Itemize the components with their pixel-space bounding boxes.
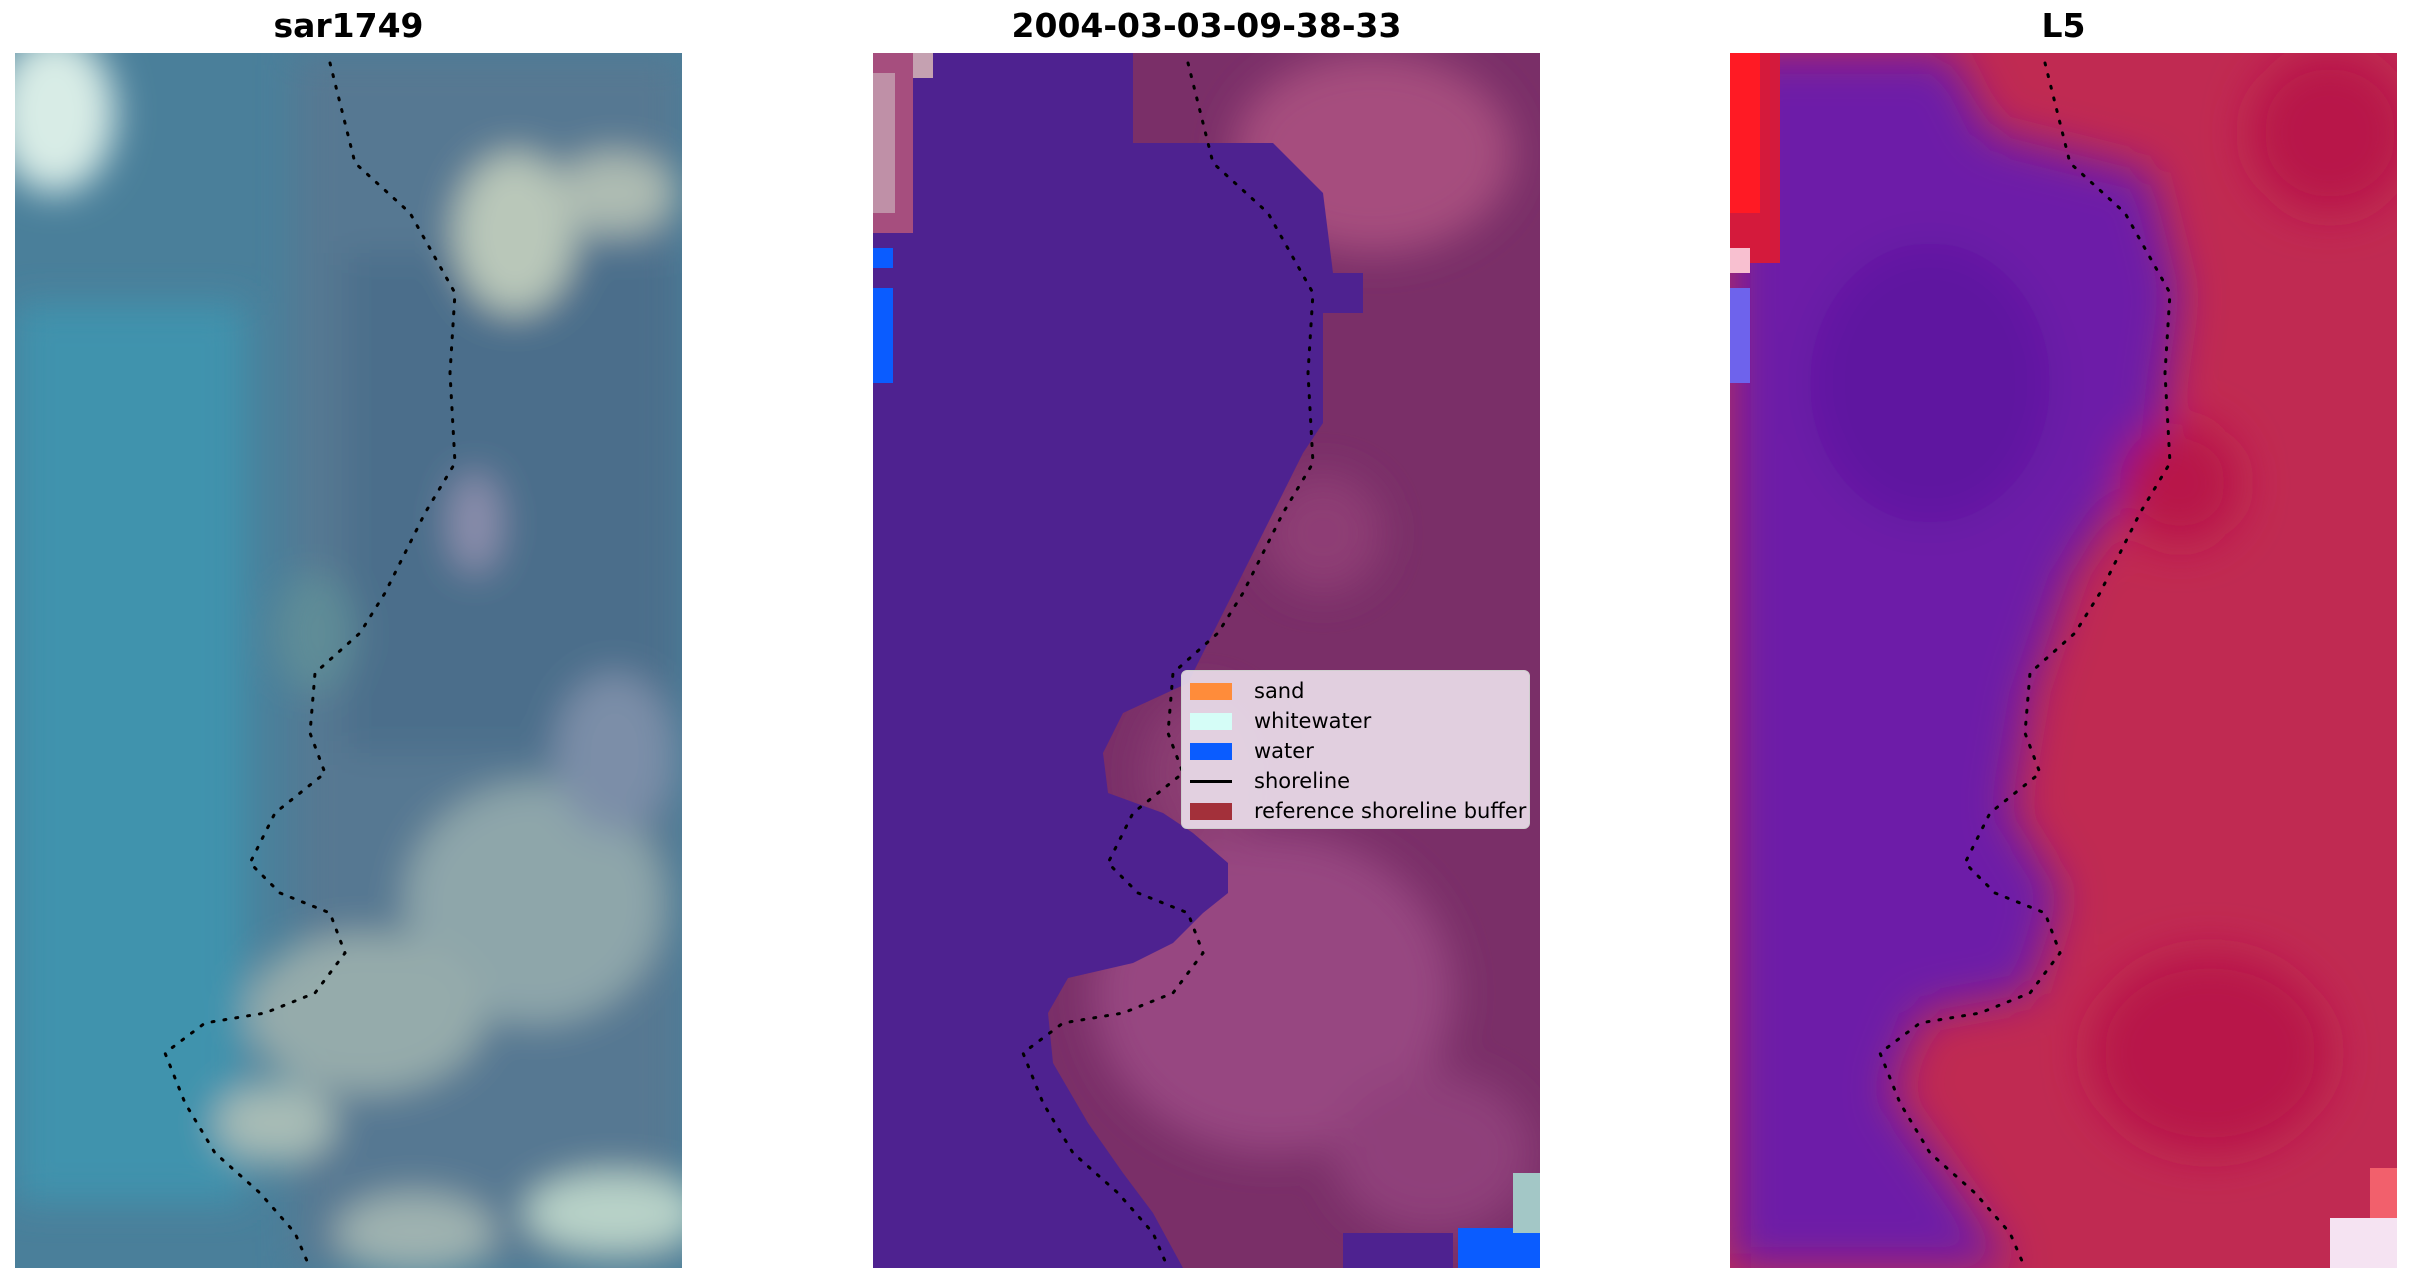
water-class-region (873, 53, 1363, 1268)
legend-label: whitewater (1254, 709, 1372, 733)
legend-item-shoreline: shoreline (1190, 769, 1350, 793)
classification-image (873, 53, 1540, 1268)
legend-label: sand (1254, 679, 1305, 703)
legend: sand whitewater water shoreline referenc… (1181, 670, 1530, 829)
rgb-satellite-image (15, 53, 682, 1268)
legend-label: reference shoreline buffer (1254, 799, 1527, 823)
legend-swatch-whitewater (1190, 712, 1232, 730)
shoreline-path-2 (1021, 61, 1315, 1268)
shoreline-path-1 (163, 61, 457, 1268)
legend-item-water: water (1190, 739, 1314, 763)
legend-swatch-sand (1190, 682, 1232, 700)
legend-item-reference-buffer: reference shoreline buffer (1190, 799, 1526, 823)
index-image (1730, 53, 2397, 1268)
panel-title-rgb: sar1749 (273, 6, 424, 45)
shoreline-path-3 (1878, 61, 2172, 1268)
legend-line-shoreline (1190, 779, 1232, 783)
legend-item-whitewater: whitewater (1190, 709, 1371, 733)
rgb-image-panel (15, 53, 682, 1268)
panel-title-ndwi: L5 (2041, 6, 2086, 45)
water-class-patch (873, 288, 893, 383)
legend-swatch-reference-buffer (1190, 802, 1232, 820)
index-panel (1730, 53, 2397, 1268)
legend-label: shoreline (1254, 769, 1351, 793)
panel-title-classification: 2004-03-03-09-38-33 (1011, 6, 1402, 45)
legend-swatch-water (1190, 742, 1232, 760)
classification-panel (873, 53, 1540, 1268)
legend-label: water (1254, 739, 1314, 763)
legend-item-sand: sand (1190, 679, 1304, 703)
